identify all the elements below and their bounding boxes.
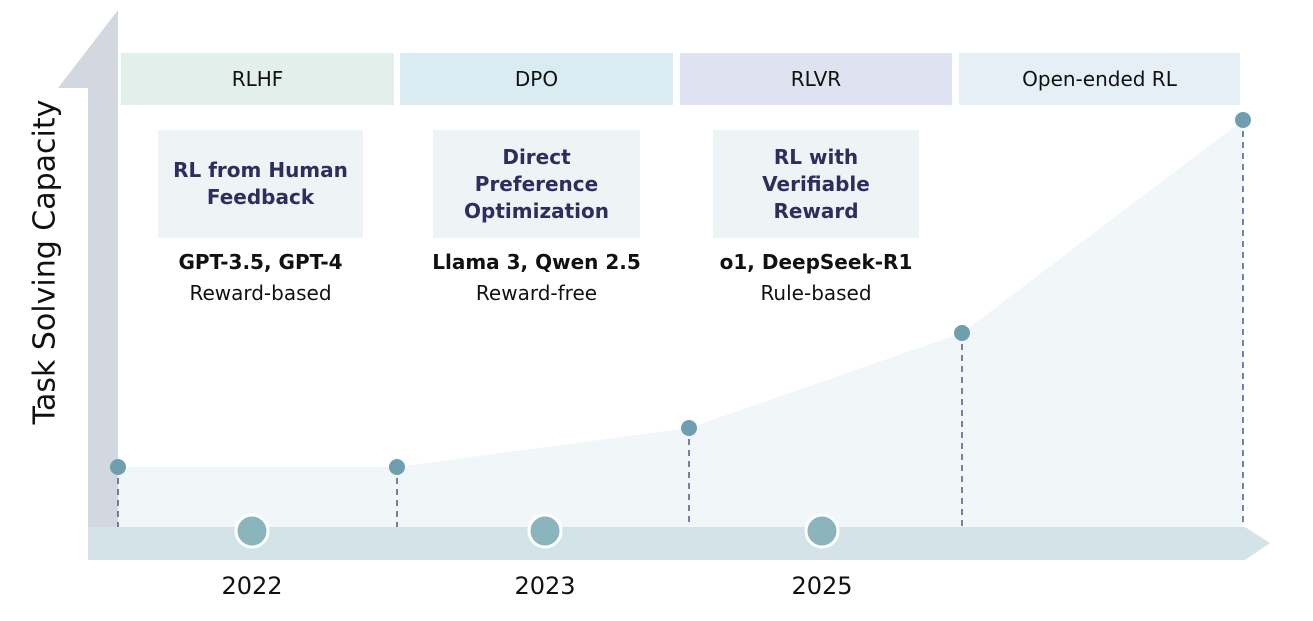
- year-markers: [234, 513, 840, 549]
- y-axis-arrow: [58, 10, 118, 530]
- stage-kind: Rule-based: [760, 281, 872, 305]
- stage-models: Llama 3, Qwen 2.5: [432, 250, 641, 274]
- x-axis-arrow: [88, 527, 1270, 560]
- year-label: 2023: [514, 572, 576, 600]
- stage-models: o1, DeepSeek-R1: [719, 250, 913, 274]
- drop-lines: [117, 120, 1244, 527]
- stage-title: RL from Human Feedback: [158, 130, 363, 238]
- stage-title: RL with Verifiable Reward: [713, 130, 919, 238]
- year-label: 2022: [221, 572, 283, 600]
- stage-title: Direct Preference Optimization: [433, 130, 640, 238]
- points: [110, 112, 1251, 475]
- year-label: 2025: [791, 572, 853, 600]
- y-axis-label: Task Solving Capacity: [27, 99, 63, 425]
- stage-header: RLHF: [121, 53, 394, 105]
- stage-models: GPT-3.5, GPT-4: [178, 250, 343, 274]
- stage-header: Open-ended RL: [959, 53, 1240, 105]
- stage-header: RLVR: [680, 53, 952, 105]
- stage-kind: Reward-based: [189, 281, 332, 305]
- stage-kind: Reward-free: [475, 281, 598, 305]
- stage-header: DPO: [400, 53, 673, 105]
